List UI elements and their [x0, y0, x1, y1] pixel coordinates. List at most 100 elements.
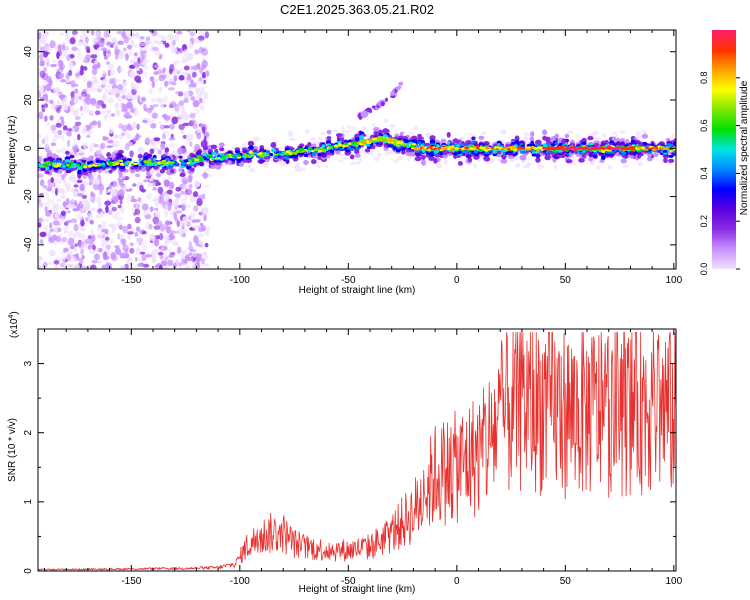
- noise-blob: [72, 83, 79, 88]
- noise-blob: [63, 247, 69, 253]
- ridge-blob: [411, 143, 417, 146]
- noise-blob: [68, 69, 73, 77]
- spectrogram-x-tick-label: 50: [560, 275, 572, 286]
- noise-blob: [111, 37, 117, 43]
- ridge-core-blob: [664, 146, 669, 150]
- ridge-core-blob: [475, 145, 480, 149]
- spectrogram-y-tick-label: -40: [23, 237, 34, 252]
- ridge-core-blob: [379, 137, 386, 141]
- ridge-blob: [65, 167, 72, 171]
- noise-blob: [43, 201, 51, 209]
- noise-blob: [169, 101, 177, 108]
- spur-blob: [390, 94, 396, 99]
- noise-blob: [192, 191, 199, 198]
- noise-blob: [67, 230, 75, 237]
- noise-blob: [82, 33, 86, 38]
- noise-blob: [156, 172, 162, 178]
- noise-blob: [594, 136, 601, 142]
- noise-blob: [132, 183, 137, 187]
- noise-blob: [88, 181, 93, 186]
- noise-blob: [38, 133, 42, 139]
- noise-blob: [145, 36, 151, 42]
- ridge-blob: [307, 146, 311, 150]
- noise-blob: [41, 40, 47, 45]
- noise-blob: [325, 164, 329, 169]
- ridge-blob: [351, 141, 357, 145]
- noise-blob: [82, 126, 87, 132]
- noise-blob: [45, 210, 51, 217]
- noise-blob: [97, 47, 102, 52]
- ridge-blob: [321, 149, 327, 153]
- noise-blob: [89, 264, 97, 269]
- noise-blob: [62, 125, 68, 132]
- noise-blob: [181, 56, 188, 64]
- noise-blob: [119, 265, 126, 269]
- noise-blob: [170, 229, 175, 235]
- ridge-blob: [461, 150, 466, 154]
- noise-blob: [149, 235, 156, 242]
- noise-blob: [126, 123, 131, 128]
- ridge-core-blob: [544, 147, 550, 150]
- noise-blob: [185, 264, 190, 269]
- noise-blob: [66, 219, 72, 223]
- noise-blob: [309, 137, 317, 141]
- ridge-blob: [108, 169, 113, 174]
- noise-blob: [141, 254, 147, 261]
- noise-blob: [134, 44, 138, 49]
- ridge-blob: [446, 131, 451, 138]
- ridge-blob: [45, 166, 50, 170]
- noise-blob: [74, 88, 79, 94]
- ridge-blob: [76, 163, 80, 167]
- noise-blob: [71, 263, 76, 269]
- snr-x-tick-label: 0: [454, 576, 460, 587]
- noise-blob: [106, 145, 114, 149]
- noise-blob: [157, 149, 163, 155]
- ridge-core-blob: [393, 139, 398, 142]
- noise-blob: [44, 142, 50, 149]
- noise-blob: [77, 193, 84, 197]
- noise-blob: [105, 205, 109, 214]
- ridge-blob: [382, 128, 389, 134]
- noise-blob: [109, 78, 114, 85]
- noise-blob: [199, 222, 204, 227]
- noise-blob: [94, 37, 99, 43]
- noise-blob: [111, 255, 118, 262]
- ridge-blob: [303, 149, 307, 152]
- noise-blob: [81, 265, 89, 269]
- ridge-blob: [77, 166, 83, 171]
- ridge-blob: [468, 151, 472, 155]
- spectrogram-plot-area: [38, 30, 676, 269]
- noise-blob: [102, 70, 106, 75]
- noise-blob: [42, 185, 48, 190]
- noise-blob: [199, 105, 205, 111]
- noise-blob: [42, 80, 46, 84]
- noise-blob: [180, 105, 185, 113]
- noise-blob: [168, 201, 173, 207]
- noise-blob: [85, 30, 92, 34]
- noise-blob: [95, 102, 101, 109]
- noise-blob: [204, 70, 210, 77]
- noise-blob: [39, 62, 45, 67]
- noise-blob: [65, 254, 72, 261]
- noise-blob: [193, 205, 199, 212]
- ridge-blob: [248, 145, 254, 150]
- noise-blob: [168, 142, 176, 149]
- noise-blob: [57, 188, 61, 192]
- noise-blob: [90, 30, 95, 36]
- noise-blob: [77, 133, 81, 141]
- ridge-blob: [544, 154, 551, 161]
- noise-blob: [103, 30, 111, 38]
- ridge-blob: [350, 147, 354, 152]
- noise-blob: [52, 86, 58, 94]
- noise-blob: [160, 247, 165, 253]
- noise-blob: [188, 252, 193, 256]
- noise-blob: [84, 201, 90, 209]
- noise-blob: [143, 107, 149, 112]
- noise-blob: [355, 161, 361, 165]
- noise-blob: [104, 200, 112, 206]
- ridge-blob: [550, 143, 556, 147]
- ridge-blob: [242, 158, 248, 163]
- noise-blob: [111, 206, 117, 212]
- noise-blob: [157, 34, 164, 39]
